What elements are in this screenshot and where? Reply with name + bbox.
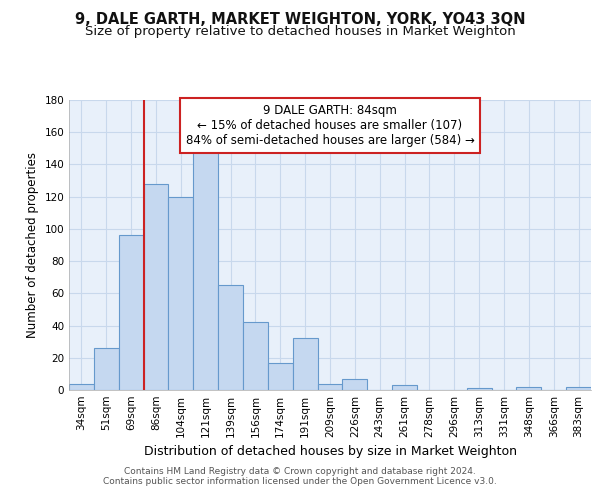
Bar: [69, 384, 94, 390]
Bar: [143, 184, 169, 390]
X-axis label: Distribution of detached houses by size in Market Weighton: Distribution of detached houses by size …: [143, 446, 517, 458]
Bar: [392, 385, 417, 390]
Bar: [293, 338, 317, 390]
Bar: [169, 196, 193, 390]
Bar: [317, 384, 343, 390]
Bar: [517, 387, 541, 390]
Bar: [218, 286, 243, 390]
Bar: [119, 236, 143, 390]
Bar: [243, 322, 268, 390]
Text: 9, DALE GARTH, MARKET WEIGHTON, YORK, YO43 3QN: 9, DALE GARTH, MARKET WEIGHTON, YORK, YO…: [75, 12, 525, 28]
Y-axis label: Number of detached properties: Number of detached properties: [26, 152, 39, 338]
Text: Contains HM Land Registry data © Crown copyright and database right 2024.: Contains HM Land Registry data © Crown c…: [124, 467, 476, 476]
Bar: [193, 148, 218, 390]
Bar: [566, 387, 591, 390]
Text: 9 DALE GARTH: 84sqm
← 15% of detached houses are smaller (107)
84% of semi-detac: 9 DALE GARTH: 84sqm ← 15% of detached ho…: [185, 104, 475, 148]
Bar: [343, 378, 367, 390]
Text: Size of property relative to detached houses in Market Weighton: Size of property relative to detached ho…: [85, 25, 515, 38]
Bar: [94, 348, 119, 390]
Text: Contains public sector information licensed under the Open Government Licence v3: Contains public sector information licen…: [103, 477, 497, 486]
Bar: [268, 362, 293, 390]
Bar: [467, 388, 491, 390]
